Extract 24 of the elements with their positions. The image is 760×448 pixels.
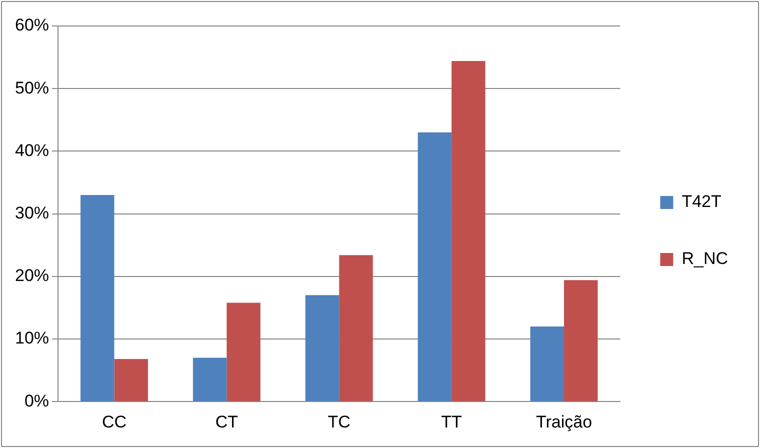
x-tick-label: CC: [102, 412, 127, 432]
x-tick-label: TT: [441, 412, 462, 432]
bar: [192, 358, 227, 402]
bar: [226, 302, 260, 402]
y-tick-label: 40%: [14, 140, 50, 160]
y-tick-label: 30%: [14, 203, 50, 222]
x-tick-label: CT: [215, 412, 238, 432]
bar: [339, 255, 373, 402]
bar: [530, 326, 564, 402]
bar: [452, 61, 486, 402]
bar: [564, 280, 598, 402]
y-tick-label: 60%: [14, 16, 50, 35]
y-tick-label: 10%: [14, 328, 50, 348]
bar: [80, 195, 114, 402]
legend-label: R_NC: [682, 249, 728, 268]
y-tick-label: 50%: [14, 78, 50, 98]
x-tick-label: Traição: [536, 412, 592, 432]
y-tick-label: 20%: [14, 266, 50, 286]
x-tick-label: TC: [328, 412, 350, 432]
bar: [418, 132, 452, 402]
bar: [305, 295, 340, 402]
bar: [114, 359, 148, 402]
y-tick-label: 0%: [24, 391, 50, 410]
legend-label: T42T: [682, 192, 722, 212]
